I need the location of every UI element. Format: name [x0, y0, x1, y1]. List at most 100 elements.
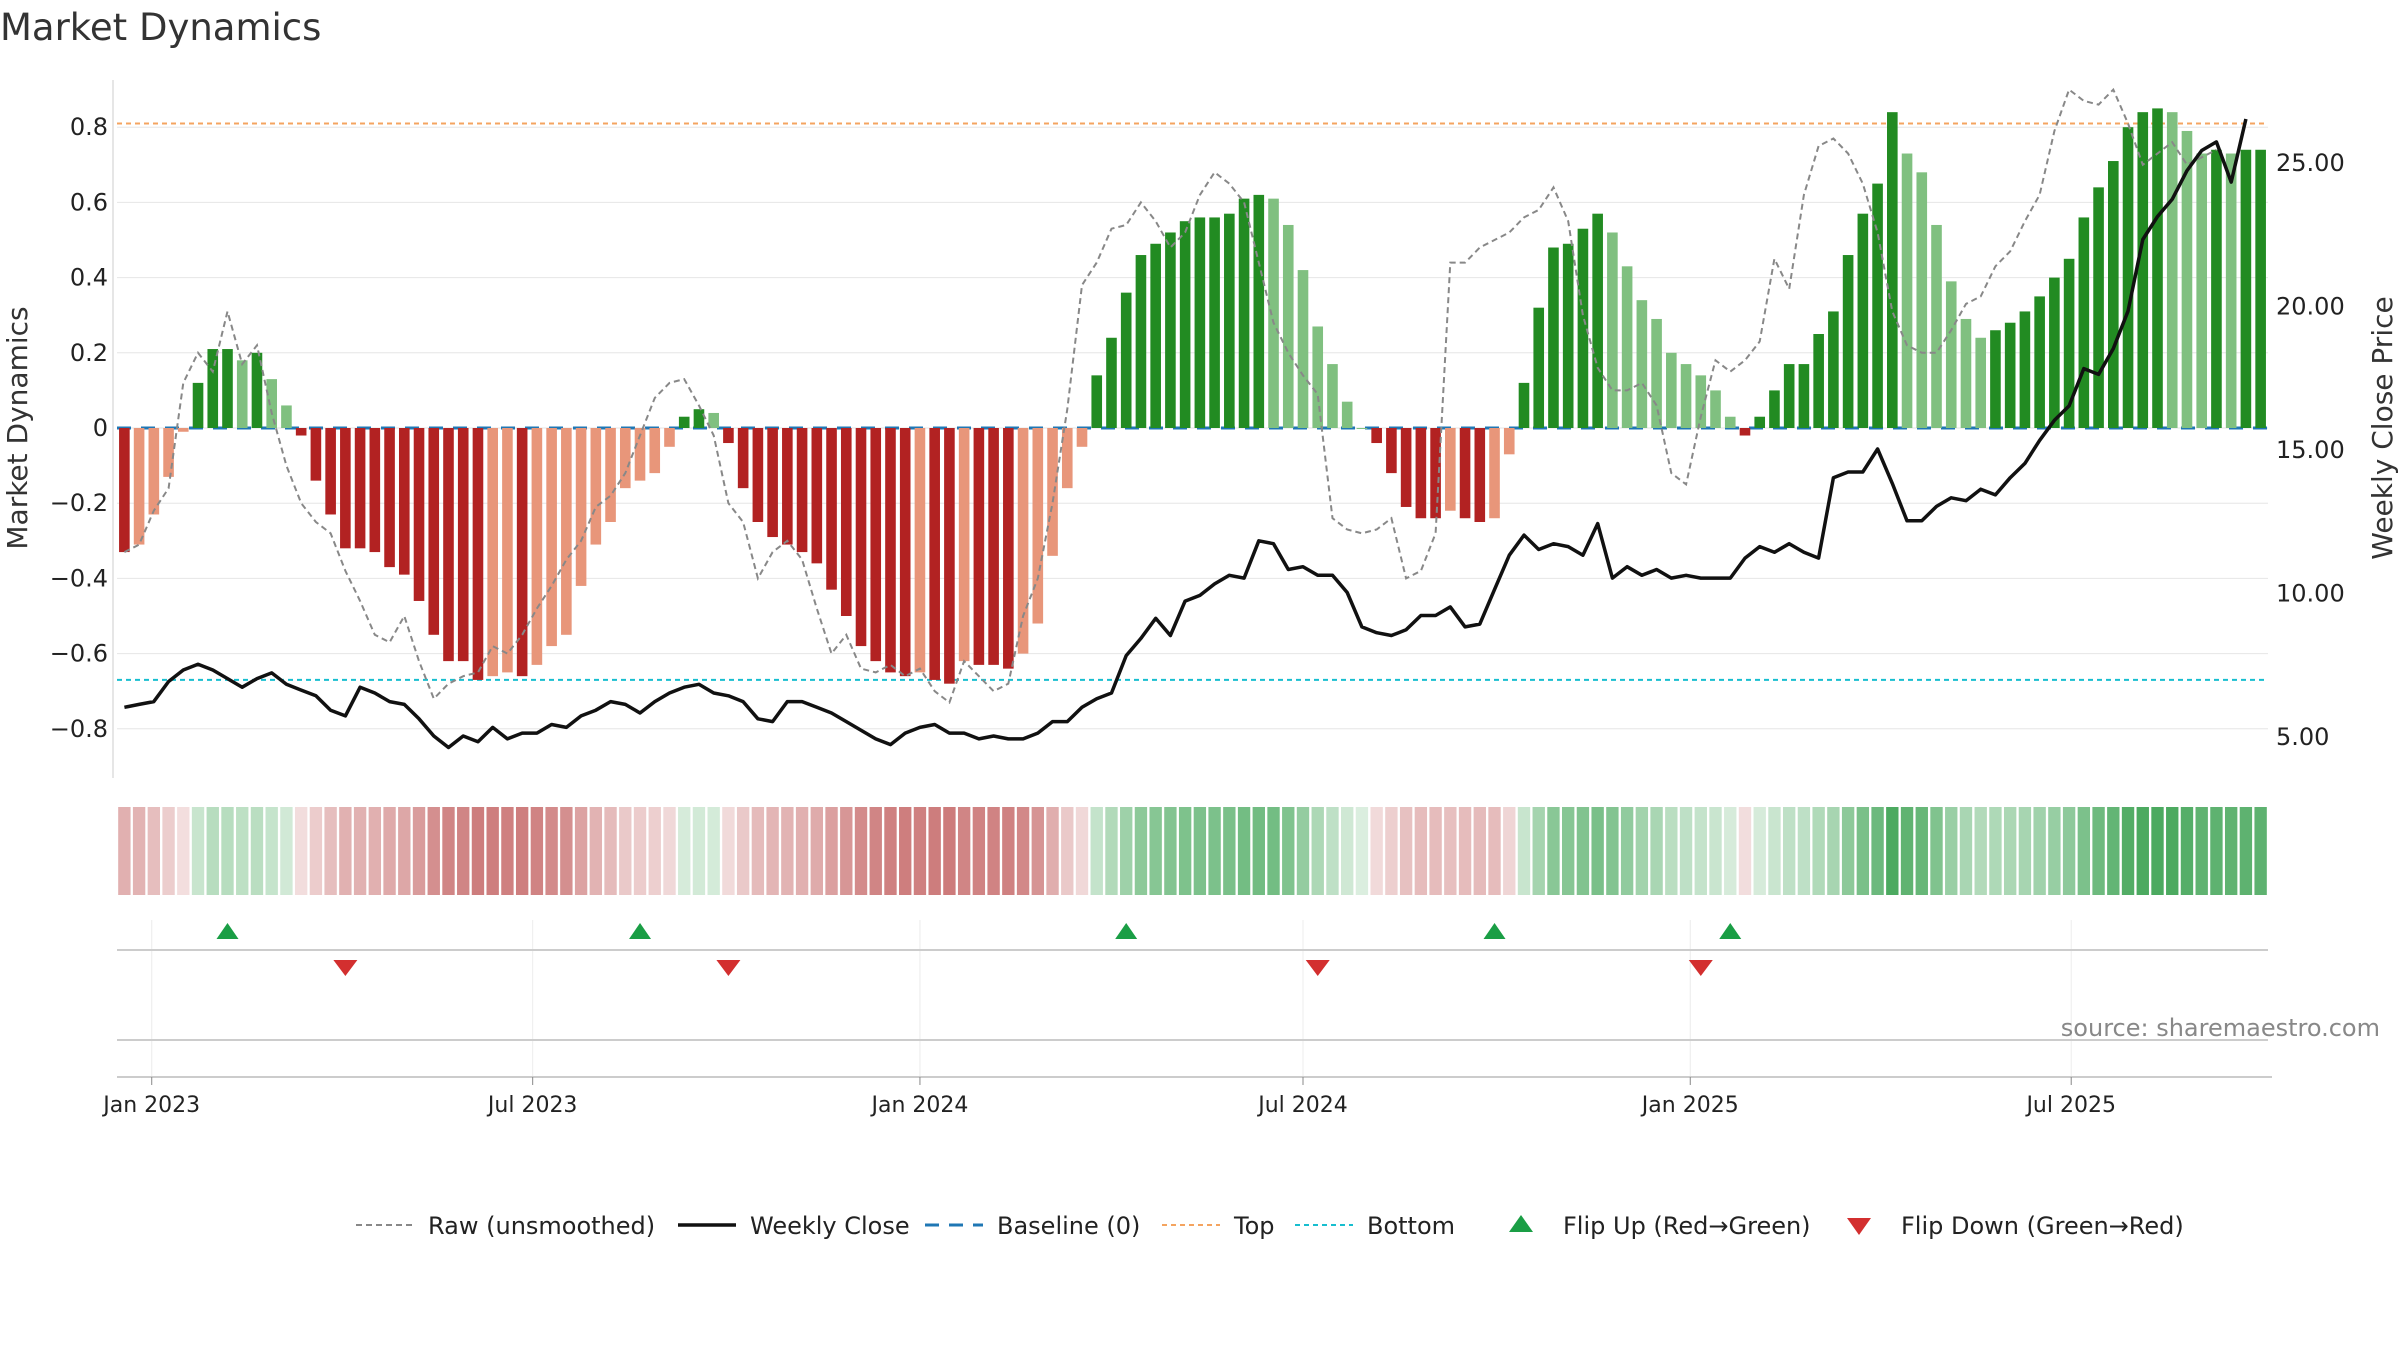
y2-tick-label: 5.00 [2276, 723, 2329, 751]
flip-up-marker [1483, 923, 1506, 939]
strip-cell [412, 807, 426, 895]
strip-cell [2092, 807, 2105, 895]
strip-cell [957, 807, 971, 895]
strip-cell [1326, 807, 1339, 895]
y-tick-label: 0.6 [70, 188, 108, 216]
bar [472, 428, 484, 680]
bar [222, 349, 233, 428]
strip-cell [913, 807, 927, 895]
bar [1842, 255, 1854, 428]
strip-cell [854, 807, 868, 895]
bar [1282, 224, 1294, 428]
bar [708, 412, 719, 428]
bar [782, 428, 793, 545]
strip-cell [869, 807, 882, 895]
strip-cell [1812, 807, 1825, 895]
bar [2049, 277, 2060, 428]
bar [1224, 213, 1235, 428]
strip-cell [766, 807, 779, 895]
bar [1076, 428, 1088, 447]
strip-cell [1517, 807, 1531, 895]
bar [561, 428, 572, 635]
bar [1872, 183, 1883, 428]
grid [117, 126, 2268, 1078]
bar [1003, 428, 1014, 669]
strip-cell [2151, 807, 2164, 895]
bar [281, 405, 292, 428]
legend-label: Baseline (0) [997, 1212, 1140, 1240]
strip-cell [1223, 807, 1236, 895]
bar [2122, 127, 2134, 428]
bar [369, 428, 381, 553]
strip-cell [471, 807, 485, 895]
strip-cell [250, 807, 264, 895]
bar [1621, 266, 1633, 428]
strip-cell [589, 807, 603, 895]
y-tick-label: −0.6 [50, 640, 108, 668]
raw-line-group [123, 87, 2217, 705]
strip-cell [280, 807, 293, 895]
chart-title: Market Dynamics [0, 6, 322, 49]
strip-cell [1797, 807, 1811, 895]
flip-down-marker [716, 960, 741, 976]
strip-cell [2018, 807, 2032, 895]
strip-cell [1562, 807, 1575, 895]
strip-cell [147, 807, 161, 895]
bar [2152, 108, 2163, 429]
strip-cell [177, 807, 190, 895]
bar [855, 428, 867, 647]
bar [398, 428, 410, 575]
flip-markers [117, 923, 2268, 1041]
strip-cell [1105, 807, 1118, 895]
y-axis-left: −0.8 −0.6 −0.4 −0.2 0 0.2 0.4 0.6 0.8 Market Dyna… [1, 80, 114, 778]
strip-cell [1900, 807, 1914, 895]
strip-cell [1930, 807, 1943, 895]
bar [619, 428, 631, 489]
strip-cell [1149, 807, 1162, 895]
x-tick-label: Jul 2023 [486, 1093, 578, 1118]
y-axis-right: 5.00 10.00 15.00 20.00 25.00 Weekly Close Pri… [2276, 149, 2399, 751]
strip-cell [1532, 807, 1545, 895]
bar [1356, 428, 1368, 429]
strip-cell [486, 807, 499, 895]
strip-cell [1915, 807, 1928, 895]
strip-cell [1606, 807, 1619, 895]
strip-cell [2121, 807, 2135, 895]
bar [826, 428, 837, 590]
strip-cell [309, 807, 323, 895]
bar [649, 428, 661, 474]
raw-line [123, 87, 2217, 705]
strip-cell [1444, 807, 1457, 895]
bar [737, 428, 749, 489]
strip-cell [1547, 807, 1560, 895]
strip-cell [1665, 807, 1678, 895]
bar [634, 428, 646, 481]
bar [1607, 232, 1618, 428]
strip-cell [736, 807, 750, 895]
bar [1562, 243, 1574, 428]
bar [1533, 307, 1545, 428]
bar [1253, 194, 1265, 428]
strip-cell [1282, 807, 1295, 895]
strip-cell [221, 807, 234, 895]
strip-cell [1267, 807, 1280, 895]
bar [1666, 352, 1677, 428]
bar [2108, 161, 2119, 429]
x-tick-label: Jan 2023 [101, 1093, 200, 1118]
bar [1386, 428, 1397, 474]
bar [1651, 318, 1662, 428]
bar [2255, 149, 2266, 428]
strip-cell [191, 807, 205, 895]
y2-tick-label: 20.00 [2276, 293, 2345, 321]
bar [1975, 337, 1987, 428]
strip-cell [1208, 807, 1221, 895]
bar [1916, 172, 1928, 428]
bar [1209, 217, 1220, 428]
strip-cell [2136, 807, 2149, 895]
bar [1430, 428, 1441, 519]
bar [1548, 247, 1559, 428]
y2-tick-label: 25.00 [2276, 149, 2345, 177]
strip-cell [604, 807, 617, 895]
bar [1091, 375, 1103, 428]
bar [767, 428, 778, 538]
